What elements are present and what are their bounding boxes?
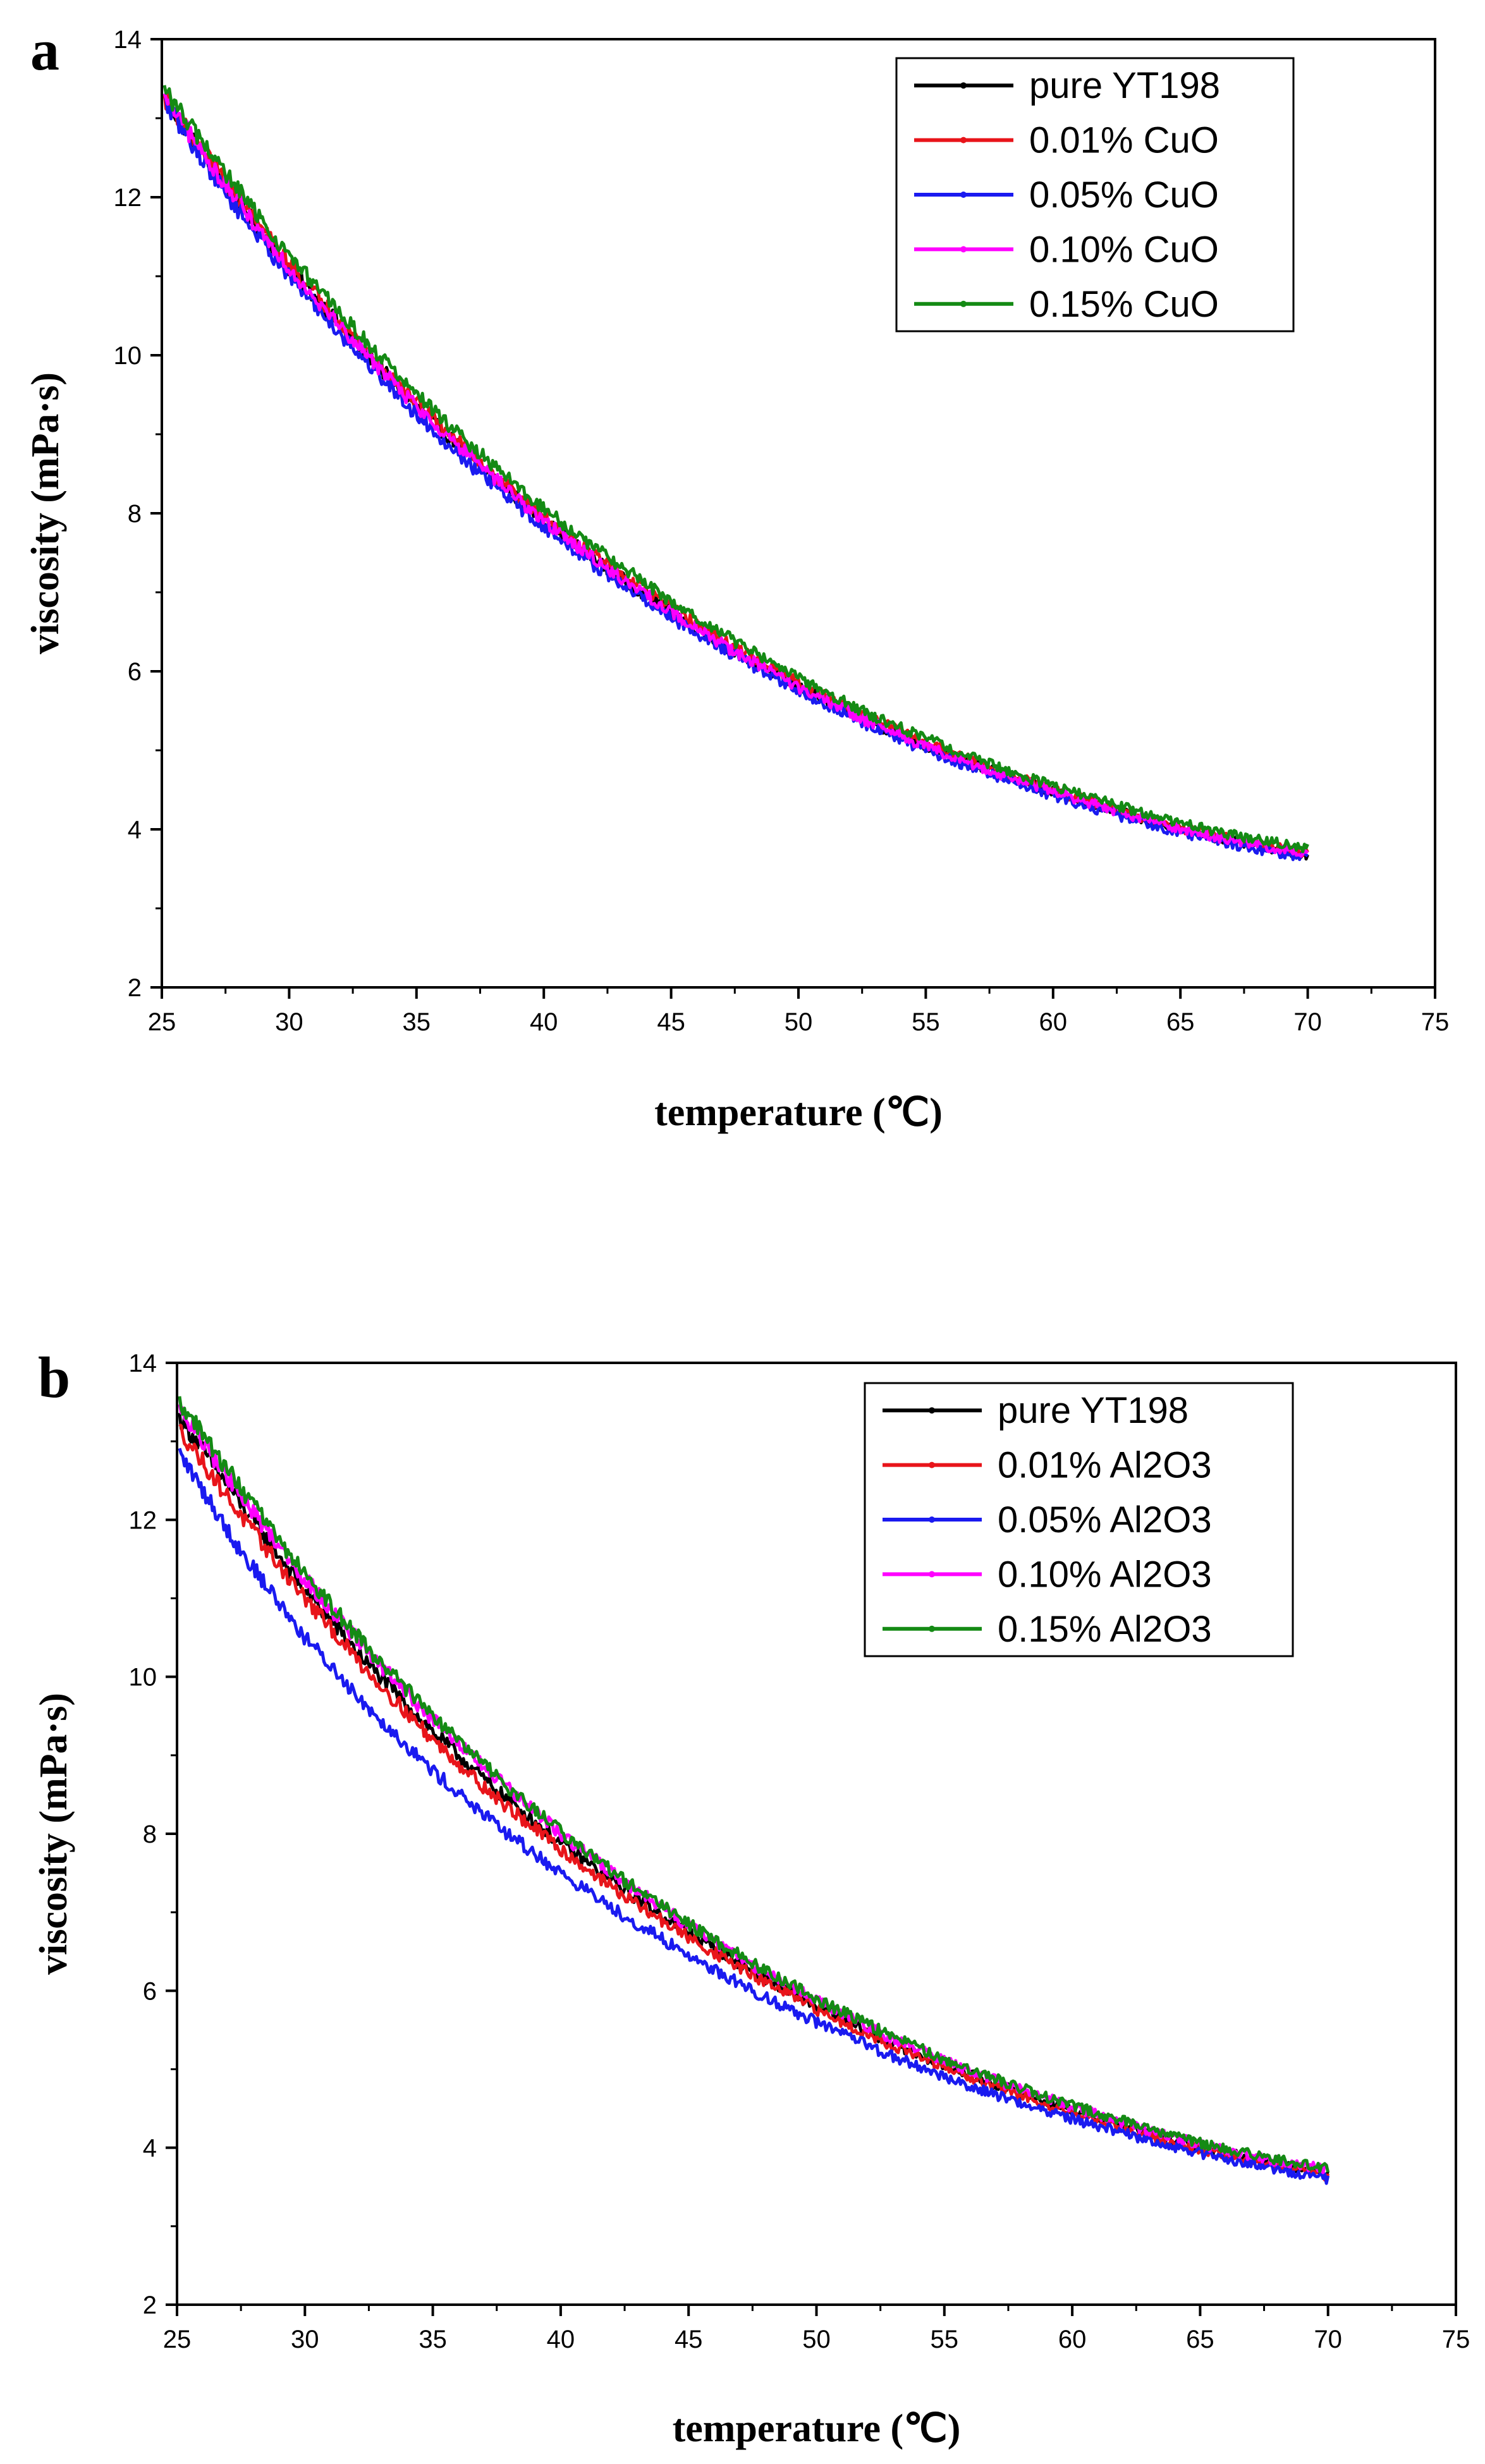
x-tick-label: 75 — [1421, 1008, 1450, 1036]
y-tick-label: 4 — [143, 2135, 157, 2162]
panel-label: b — [38, 1345, 70, 1410]
y-tick-label: 8 — [128, 500, 142, 528]
x-tick-label: 55 — [912, 1008, 940, 1036]
x-tick-label: 25 — [163, 2326, 192, 2353]
legend-marker-1 — [929, 1461, 935, 1468]
series-lines — [178, 1396, 1330, 2185]
panel-a-chart: a 25 30 35 40 45 50 55 60 65 70 75 2 4 6 8 10 12 14 tempera… — [24, 18, 1450, 1134]
x-tick-label: 70 — [1293, 1008, 1322, 1036]
x-tick-label: 30 — [291, 2326, 319, 2353]
legend-marker-2 — [960, 192, 967, 198]
series-line-4 — [162, 85, 1309, 853]
x-tick-label: 35 — [419, 2326, 447, 2353]
legend-marker-3 — [929, 1571, 935, 1578]
x-tick-label: 45 — [675, 2326, 703, 2353]
x-tick-label: 40 — [530, 1008, 558, 1036]
legend-marker-2 — [929, 1516, 935, 1523]
legend: pure YT198 0.01% Al2O3 0.05% Al2O3 0.10% Al… — [864, 1382, 1294, 1657]
legend-label-2: 0.05% Al2O3 — [998, 1499, 1212, 1540]
legend-marker-0 — [929, 1407, 935, 1414]
legend-marker-4 — [960, 300, 967, 307]
x-axis-title: temperature (℃) — [673, 2407, 961, 2450]
x-tick-label: 50 — [785, 1008, 813, 1036]
series-line-2 — [178, 1448, 1330, 2185]
legend-label-0: pure YT198 — [1029, 65, 1220, 106]
x-tick-label: 30 — [275, 1008, 303, 1036]
x-tick-label: 65 — [1186, 2326, 1214, 2353]
x-tick-label: 75 — [1442, 2326, 1470, 2353]
y-tick-label: 2 — [128, 974, 142, 1002]
legend-marker-0 — [960, 82, 967, 89]
legend-label-1: 0.01% CuO — [1029, 120, 1219, 161]
x-tick-label: 40 — [547, 2326, 575, 2353]
legend: pure YT198 0.01% CuO 0.05% CuO 0.10% CuO 0.1… — [895, 57, 1295, 332]
x-tick-label: 45 — [657, 1008, 685, 1036]
y-tick-label: 4 — [128, 816, 142, 844]
y-axis-title: viscosity (mPa·s) — [24, 372, 67, 654]
y-tick-label: 8 — [143, 1821, 157, 1848]
legend-marker-4 — [929, 1625, 935, 1632]
y-tick-label: 10 — [114, 342, 142, 370]
y-tick-label: 12 — [129, 1506, 157, 1534]
y-axis-title: viscosity (mPa·s) — [32, 1693, 75, 1975]
x-tick-label: 65 — [1166, 1008, 1195, 1036]
y-tick-label: 12 — [114, 184, 142, 212]
legend-label-3: 0.10% CuO — [1029, 229, 1219, 270]
x-tick-label: 60 — [1058, 2326, 1087, 2353]
y-tick-label: 14 — [114, 26, 142, 54]
y-tick-label: 14 — [129, 1350, 157, 1377]
legend-label-4: 0.15% Al2O3 — [998, 1609, 1212, 1650]
panel-label: a — [30, 18, 59, 82]
legend-label-0: pure YT198 — [998, 1390, 1189, 1431]
y-tick-label: 6 — [143, 1977, 157, 2005]
legend-label-4: 0.15% CuO — [1029, 284, 1219, 325]
legend-label-2: 0.05% CuO — [1029, 174, 1219, 216]
x-tick-label: 55 — [931, 2326, 959, 2353]
panel-b-chart: b 25 30 35 40 45 50 55 60 65 70 75 2 4 6 8 10 12 14 tempera… — [32, 1345, 1470, 2450]
series-lines — [162, 85, 1309, 862]
x-tick-label: 35 — [403, 1008, 431, 1036]
y-tick-label: 2 — [143, 2291, 157, 2319]
y-tick-label: 6 — [128, 658, 142, 686]
x-tick-label: 25 — [148, 1008, 176, 1036]
y-tick-label: 10 — [129, 1664, 157, 1692]
x-tick-label: 60 — [1039, 1008, 1068, 1036]
x-tick-label: 70 — [1314, 2326, 1342, 2353]
legend-marker-1 — [960, 137, 967, 143]
legend-marker-3 — [960, 246, 967, 253]
legend-label-1: 0.01% Al2O3 — [998, 1445, 1212, 1486]
legend-label-3: 0.10% Al2O3 — [998, 1554, 1212, 1595]
x-axis-title: temperature (℃) — [654, 1091, 943, 1134]
x-tick-label: 50 — [802, 2326, 831, 2353]
series-line-4 — [178, 1396, 1330, 2173]
